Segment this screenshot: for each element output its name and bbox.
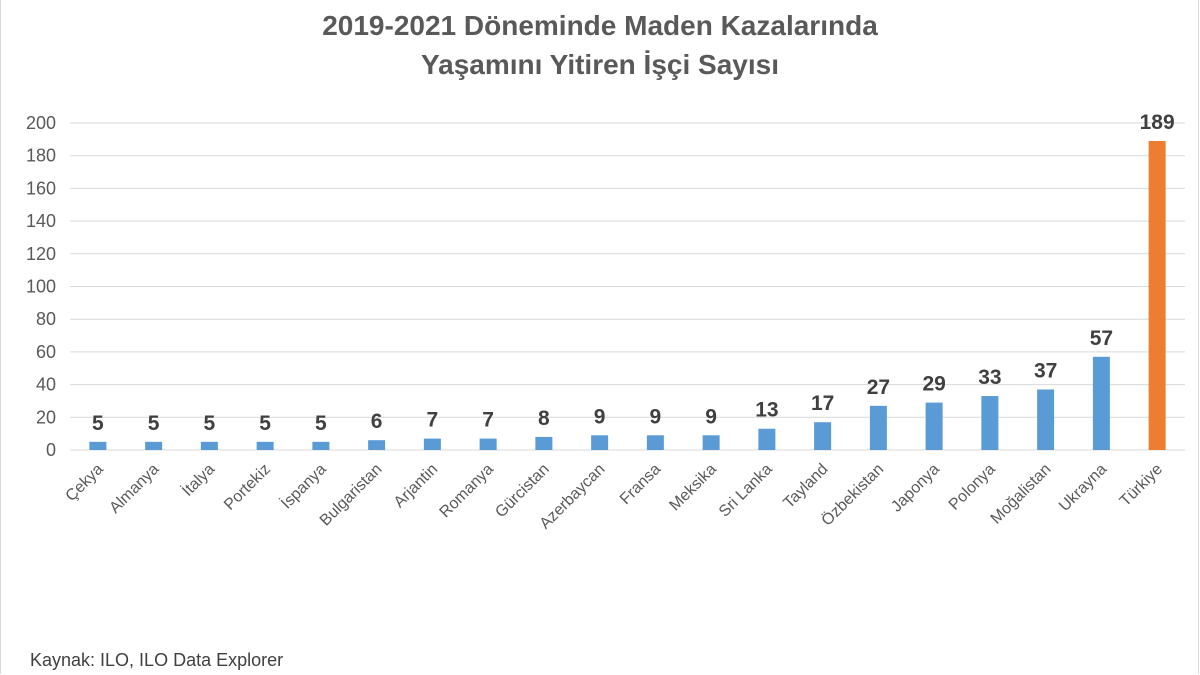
category-label: Japonya: [888, 461, 943, 516]
data-label: 5: [92, 412, 104, 435]
data-label: 6: [371, 410, 383, 433]
category-label: Ukrayna: [1056, 461, 1110, 515]
data-label: 5: [315, 412, 327, 435]
chart-title: 2019-2021 Döneminde Maden Kazalarında Ya…: [0, 6, 1200, 84]
category-label: İspanya: [277, 459, 330, 512]
bar-9: [591, 435, 609, 450]
y-tick-label: 40: [36, 375, 56, 395]
data-label: 5: [204, 412, 216, 435]
bar-18: [1092, 356, 1110, 450]
category-label: Sri Lanka: [716, 461, 776, 521]
bar-8: [535, 436, 553, 450]
data-label: 13: [755, 399, 778, 422]
bar-6: [423, 438, 441, 450]
data-label: 37: [1034, 360, 1057, 383]
category-label: Moğalistan: [988, 461, 1055, 528]
bar-2: [200, 441, 218, 450]
data-label: 27: [867, 376, 890, 399]
category-label: Polonya: [946, 461, 999, 514]
bar-4: [312, 441, 330, 450]
category-label: Romanya: [437, 461, 498, 522]
source-note: Kaynak: ILO, ILO Data Explorer: [30, 650, 284, 670]
category-label: Meksika: [666, 461, 720, 515]
category-label: Çekya: [63, 461, 107, 505]
y-tick-label: 60: [36, 342, 56, 362]
category-label: Türkiye: [1117, 461, 1166, 510]
bar-14: [869, 405, 887, 450]
y-tick-label: 140: [26, 211, 56, 231]
data-label: 7: [482, 409, 494, 432]
bar-0: [89, 441, 107, 450]
y-tick-label: 20: [36, 407, 56, 427]
category-label: Portekiz: [221, 461, 274, 514]
data-label: 9: [650, 405, 662, 428]
data-label: 57: [1090, 327, 1113, 350]
data-label: 29: [922, 373, 945, 396]
bar-1: [145, 441, 163, 450]
y-tick-label: 80: [36, 309, 56, 329]
bar-17: [1037, 389, 1055, 450]
bar-3: [256, 441, 274, 450]
data-label: 9: [594, 405, 606, 428]
bar-5: [368, 440, 386, 450]
y-tick-label: 160: [26, 178, 56, 198]
data-label: 33: [978, 366, 1001, 389]
bar-7: [479, 438, 497, 450]
category-label: İtalya: [178, 459, 219, 500]
data-label: 8: [538, 407, 550, 430]
y-tick-label: 180: [26, 146, 56, 166]
y-tick-label: 200: [26, 113, 56, 133]
category-label: Tayland: [780, 461, 831, 512]
category-label: Almanya: [106, 461, 162, 517]
y-tick-label: 120: [26, 244, 56, 264]
data-label: 5: [148, 412, 160, 435]
bar-15: [925, 402, 943, 450]
data-label: 189: [1140, 111, 1175, 134]
bar-16: [981, 396, 999, 450]
data-label: 9: [705, 405, 717, 428]
category-label: Fransa: [617, 461, 664, 508]
category-label: Arjantin: [391, 461, 441, 511]
chart-title-line-2: Yaşamını Yitiren İşçi Sayısı: [421, 49, 779, 80]
data-label: 7: [427, 409, 439, 432]
category-label: Gürcistan: [492, 461, 552, 521]
y-tick-label: 0: [46, 440, 56, 460]
y-tick-label: 100: [26, 277, 56, 297]
bar-19: [1148, 140, 1166, 451]
bar-10: [646, 435, 664, 450]
bar-13: [814, 422, 832, 450]
data-label: 5: [259, 412, 271, 435]
bar-12: [758, 428, 776, 450]
chart-title-line-1: 2019-2021 Döneminde Maden Kazalarında: [322, 10, 878, 41]
bar-11: [702, 435, 720, 450]
data-label: 17: [811, 392, 834, 415]
bar-chart: 0 20 40 60 80 100 120 140 160 180 200 5 Çekya 5 Almany…: [26, 111, 1185, 533]
